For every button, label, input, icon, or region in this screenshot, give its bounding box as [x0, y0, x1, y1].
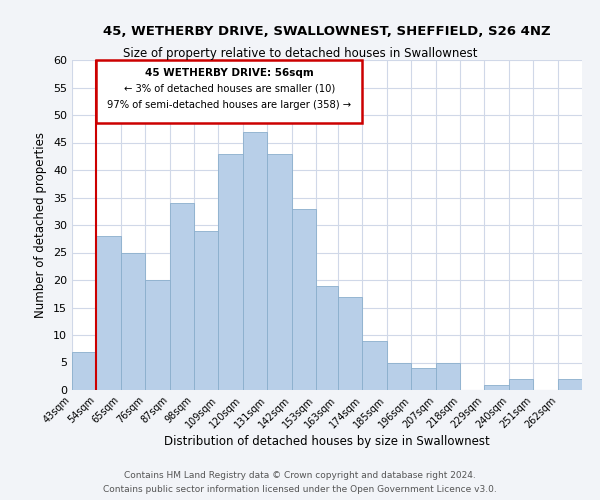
Bar	[97, 236, 121, 390]
Text: ← 3% of detached houses are smaller (10): ← 3% of detached houses are smaller (10)	[124, 84, 335, 94]
Bar	[267, 154, 292, 390]
Bar	[218, 154, 243, 390]
Bar	[436, 362, 460, 390]
Bar	[170, 203, 194, 390]
Text: 45 WETHERBY DRIVE: 56sqm: 45 WETHERBY DRIVE: 56sqm	[145, 68, 314, 78]
Text: 97% of semi-detached houses are larger (358) →: 97% of semi-detached houses are larger (…	[107, 100, 352, 110]
Bar	[338, 296, 362, 390]
Bar	[316, 286, 338, 390]
Bar	[145, 280, 170, 390]
Bar	[194, 230, 218, 390]
Bar	[243, 132, 267, 390]
Text: Contains public sector information licensed under the Open Government Licence v3: Contains public sector information licen…	[103, 484, 497, 494]
Bar	[72, 352, 97, 390]
Bar	[387, 362, 411, 390]
Bar	[484, 384, 509, 390]
Title: 45, WETHERBY DRIVE, SWALLOWNEST, SHEFFIELD, S26 4NZ: 45, WETHERBY DRIVE, SWALLOWNEST, SHEFFIE…	[103, 25, 551, 38]
Bar	[411, 368, 436, 390]
Text: Size of property relative to detached houses in Swallownest: Size of property relative to detached ho…	[123, 48, 477, 60]
FancyBboxPatch shape	[97, 60, 362, 123]
Text: Contains HM Land Registry data © Crown copyright and database right 2024.: Contains HM Land Registry data © Crown c…	[124, 472, 476, 480]
Bar	[509, 379, 533, 390]
Bar	[292, 208, 316, 390]
Bar	[362, 340, 387, 390]
Bar	[557, 379, 582, 390]
Y-axis label: Number of detached properties: Number of detached properties	[34, 132, 47, 318]
X-axis label: Distribution of detached houses by size in Swallownest: Distribution of detached houses by size …	[164, 436, 490, 448]
Bar	[121, 252, 145, 390]
